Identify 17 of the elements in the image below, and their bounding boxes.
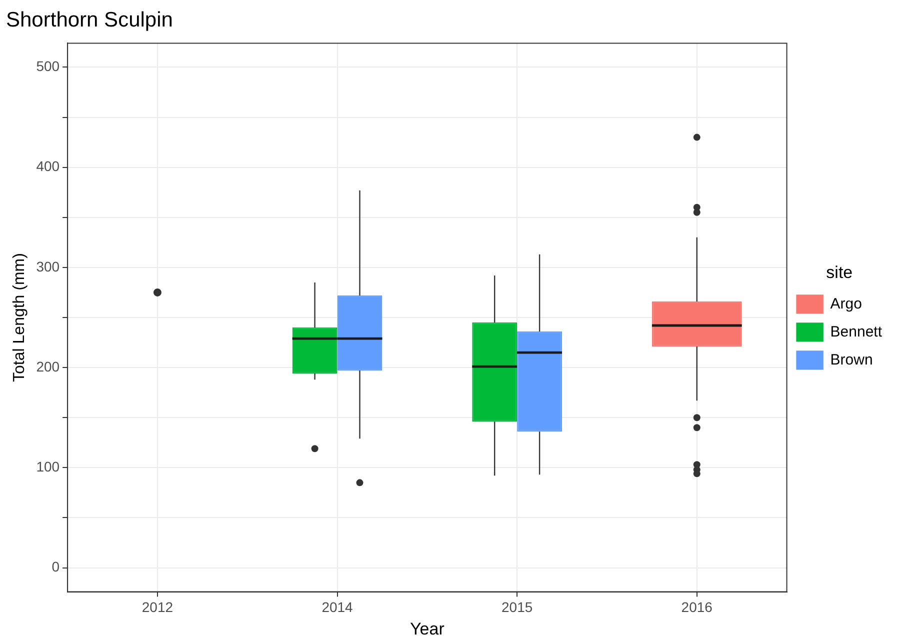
y-tick-label: 300 <box>36 258 60 274</box>
y-axis-title: Total Length (mm) <box>11 253 28 382</box>
y-tick-label: 200 <box>36 358 60 374</box>
legend-title: site <box>826 262 853 282</box>
x-tick-label: 2015 <box>502 599 533 616</box>
x-tick-label: 2014 <box>322 599 354 616</box>
y-tick-label: 500 <box>36 58 60 74</box>
x-tick-label: 2016 <box>681 599 713 616</box>
x-axis-title: Year <box>410 619 445 638</box>
x-tick-label: 2012 <box>142 599 174 616</box>
legend-label: Brown <box>830 351 873 368</box>
y-tick-label: 0 <box>52 558 60 575</box>
legend-label: Bennett <box>830 323 883 340</box>
y-tick-label: 100 <box>36 458 60 475</box>
chart-title: Shorthorn Sculpin <box>6 8 173 32</box>
y-tick-label: 400 <box>36 158 60 174</box>
legend-label: Argo <box>830 295 862 312</box>
